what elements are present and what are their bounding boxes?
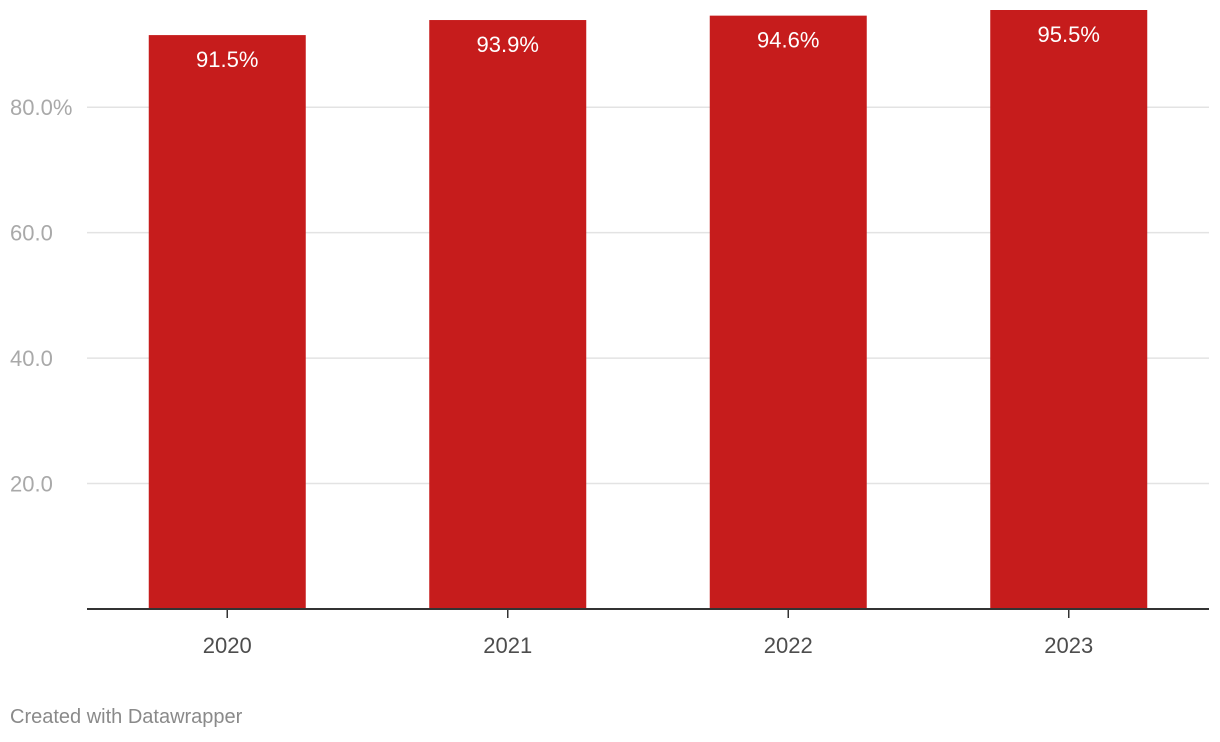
bar-2023 — [990, 10, 1148, 609]
data-label-2021: 93.9% — [477, 32, 539, 57]
y-tick-label: 20.0 — [10, 472, 53, 497]
y-axis-ticks: 20.0 40.0 60.0 80.0% — [10, 95, 72, 496]
data-label-2020: 91.5% — [196, 47, 258, 72]
data-label-2022: 94.6% — [757, 28, 819, 53]
y-tick-label: 80.0% — [10, 95, 72, 120]
bar-2021 — [429, 20, 587, 610]
x-axis-ticks: 2020 2021 2022 2023 — [203, 609, 1093, 658]
data-label-2023: 95.5% — [1038, 22, 1100, 47]
bar-2022 — [709, 15, 867, 610]
x-tick-label-2020: 2020 — [203, 633, 252, 658]
data-labels: 91.5% 93.9% 94.6% 95.5% — [196, 22, 1100, 72]
y-tick-label: 40.0 — [10, 346, 53, 371]
bar-2020 — [148, 35, 306, 610]
x-tick-label-2021: 2021 — [483, 633, 532, 658]
credit-text: Created with Datawrapper — [10, 706, 243, 728]
y-tick-label: 60.0 — [10, 221, 53, 246]
x-tick-label-2023: 2023 — [1044, 633, 1093, 658]
x-tick-label-2022: 2022 — [764, 633, 813, 658]
bars — [148, 10, 1148, 610]
